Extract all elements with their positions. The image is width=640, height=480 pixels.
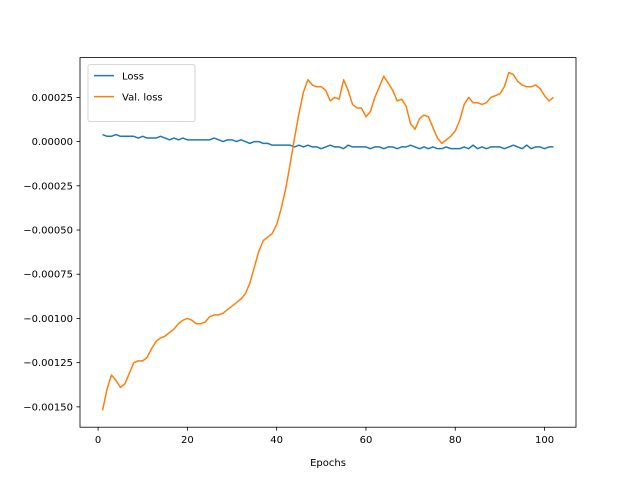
line <box>101 71 554 411</box>
legend-label: Val. loss <box>122 93 163 104</box>
legend-box <box>87 64 196 122</box>
x-tick-label: 20 <box>181 435 194 446</box>
plot-frame <box>79 57 577 428</box>
y-tick-label: −0.00075 <box>23 270 73 281</box>
y-tick-label: 0.00025 <box>32 93 73 104</box>
x-axis-label: Epochs <box>310 458 346 469</box>
y-tick-label: −0.00100 <box>23 314 73 325</box>
x-tick-label: 60 <box>360 435 373 446</box>
y-tick-label: −0.00150 <box>23 402 73 413</box>
x-tick-label: 80 <box>449 435 462 446</box>
y-tick-label: −0.00125 <box>23 358 73 369</box>
y-tick-label: −0.00025 <box>23 181 73 192</box>
line <box>102 133 554 150</box>
x-tick-label: 40 <box>270 435 283 446</box>
y-tick-label: −0.00050 <box>23 226 73 237</box>
legend: Loss Val. loss <box>87 64 196 122</box>
x-tick-label: 0 <box>95 435 101 446</box>
y-tick-label: 0.00000 <box>32 137 73 148</box>
x-tick-label: 100 <box>535 435 554 446</box>
legend-label: Loss <box>122 72 144 83</box>
